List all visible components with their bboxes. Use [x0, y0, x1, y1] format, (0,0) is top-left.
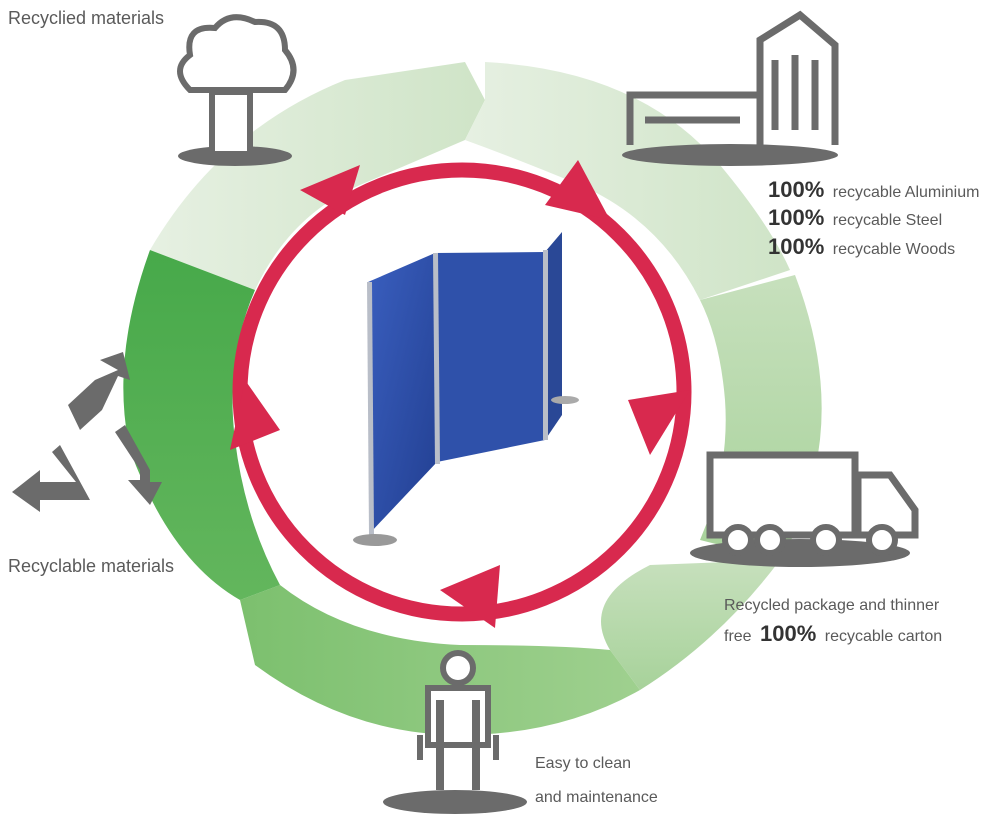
ring-segment-top-right — [465, 62, 790, 300]
ring-segment-bottom-right — [601, 560, 780, 690]
materials-line-3: 100% recycable Woods — [768, 234, 955, 259]
package-line-1: Recycled package and thinner — [724, 597, 940, 614]
materials-line-1: 100% recycable Aluminium — [768, 177, 979, 202]
ring-segment-left — [123, 250, 280, 600]
label-recyclable-materials: Recyclable materials — [8, 556, 174, 576]
cycle-arrowhead-bottom — [440, 565, 500, 628]
recycle-icon — [12, 352, 162, 512]
cycle-arrowhead-top-right — [545, 160, 610, 220]
cycle-arrowhead-right — [628, 390, 690, 455]
person-in-chair-icon — [383, 650, 527, 814]
cycle-arrowhead-left — [230, 380, 280, 450]
cycle-arrowhead-top-left — [300, 165, 360, 215]
materials-line-2: 100% recycable Steel — [768, 205, 942, 230]
ring-segment-bottom — [240, 585, 640, 735]
clean-line-2: and maintenance — [535, 789, 658, 806]
package-line-2: free 100% recycable carton — [724, 621, 942, 646]
clean-label: Easy to clean and maintenance — [535, 755, 658, 806]
label-recycled-materials: Recyclied materials — [8, 8, 164, 28]
package-label: Recycled package and thinner free 100% r… — [724, 597, 942, 646]
ring-segment-top — [150, 62, 485, 290]
tree-icon — [177, 14, 297, 166]
cycle-arrowheads — [230, 160, 690, 628]
factory-icon — [622, 10, 839, 166]
clean-line-1: Easy to clean — [535, 755, 631, 772]
truck-icon — [690, 451, 919, 567]
green-ring — [123, 62, 822, 735]
display-panel-image — [353, 232, 579, 546]
materials-list: 100% recycable Aluminium 100% recycable … — [768, 177, 979, 259]
